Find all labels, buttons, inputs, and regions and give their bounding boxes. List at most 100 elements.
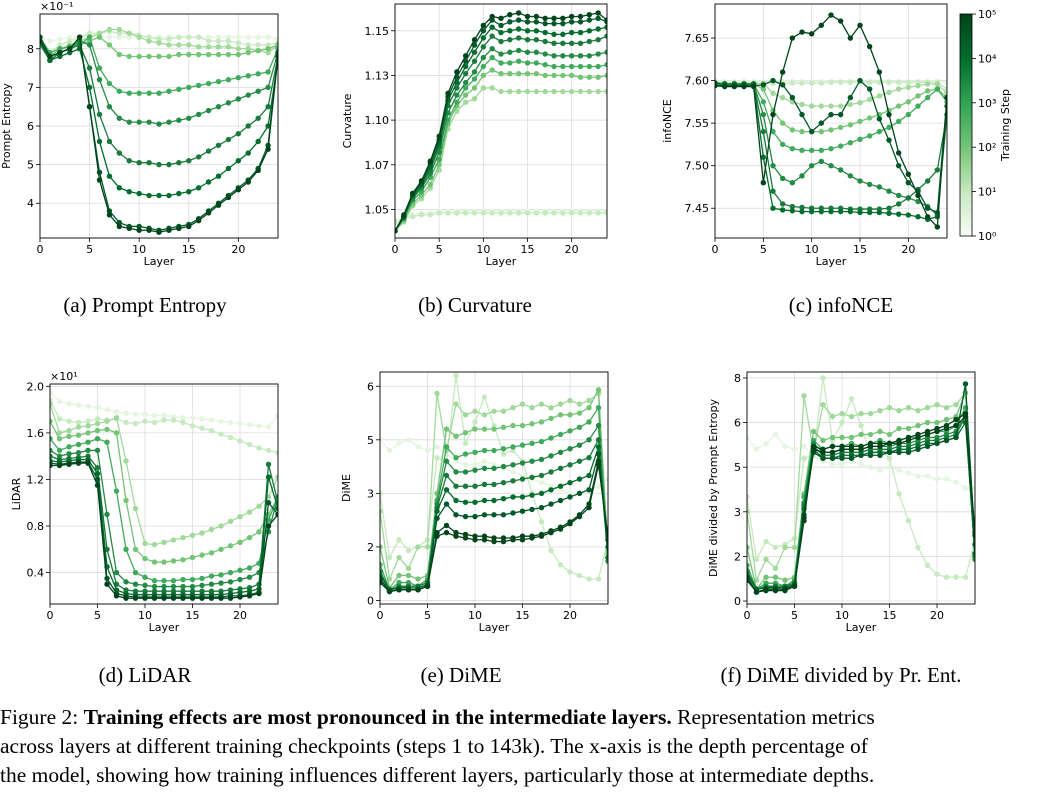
data-point: [772, 574, 779, 580]
data-point: [66, 444, 72, 450]
data-point: [255, 42, 261, 48]
data-point: [772, 544, 779, 551]
data-point: [218, 595, 224, 601]
data-point: [205, 38, 212, 44]
data-point: [567, 428, 573, 434]
data-point: [265, 424, 272, 430]
data-point: [161, 412, 167, 419]
data-point: [595, 51, 601, 57]
data-point: [905, 449, 912, 456]
data-point: [818, 147, 825, 154]
data-point: [568, 210, 575, 216]
colorbar-tick-label: 10²: [978, 141, 996, 154]
data-point: [604, 24, 607, 30]
colorbar-tick-label: 10⁴: [978, 52, 997, 65]
data-point: [604, 17, 607, 23]
xtick-label: 15: [883, 609, 897, 622]
data-point: [491, 497, 497, 504]
data-point: [237, 539, 243, 546]
data-point: [436, 210, 442, 216]
data-point: [829, 461, 836, 467]
data-point: [568, 53, 575, 59]
data-point: [498, 29, 504, 36]
data-point: [799, 128, 805, 135]
data-point: [828, 145, 834, 152]
data-point: [170, 583, 177, 590]
series-group: [715, 12, 947, 230]
data-point: [401, 212, 407, 218]
data-point: [199, 575, 205, 582]
data-point: [94, 416, 101, 422]
data-point: [548, 404, 554, 411]
data-point: [471, 85, 478, 91]
data-point: [548, 453, 554, 459]
chart-a: 0 5 10 15 20 4 5 6 7 8 Layer Prompt Entropy ×10⁻¹: [0, 0, 279, 268]
data-point: [180, 557, 186, 563]
data-point: [106, 34, 113, 40]
plot-frame: [394, 3, 608, 239]
series-group: [395, 10, 607, 234]
data-point: [876, 93, 883, 99]
data-point: [156, 229, 162, 235]
data-point: [829, 455, 836, 461]
data-point: [567, 479, 573, 486]
data-point: [789, 94, 796, 101]
data-point: [116, 34, 123, 40]
data-point: [146, 159, 152, 166]
data-point: [886, 79, 892, 85]
data-point: [189, 583, 196, 590]
data-point: [962, 574, 969, 580]
data-point: [146, 38, 152, 44]
data-point: [123, 497, 129, 504]
ytick-label: 7: [27, 81, 34, 94]
data-point: [763, 440, 769, 447]
data-point: [576, 572, 583, 579]
data-point: [205, 34, 212, 40]
data-point: [180, 534, 186, 541]
data-point: [50, 418, 53, 424]
data-point: [489, 67, 495, 73]
data-point: [905, 179, 912, 186]
data-point: [586, 576, 592, 582]
data-point: [491, 408, 497, 414]
data-point: [453, 469, 459, 475]
data-point: [453, 454, 459, 461]
data-point: [142, 574, 148, 580]
data-point: [256, 503, 262, 509]
xtick-label: 0: [37, 243, 44, 256]
x-axis-label: Layer: [149, 621, 180, 634]
data-point: [924, 473, 931, 479]
data-point: [915, 431, 921, 438]
data-point: [839, 443, 845, 450]
data-point: [595, 210, 601, 216]
data-point: [551, 53, 557, 59]
data-point: [161, 595, 167, 601]
data-point: [896, 437, 902, 444]
data-point: [265, 447, 272, 454]
series-group: [40, 26, 278, 235]
data-point: [510, 469, 516, 475]
data-point: [538, 401, 545, 407]
data-point: [760, 128, 767, 135]
data-point: [215, 103, 222, 110]
xtick-label: 20: [233, 609, 247, 622]
data-point: [548, 415, 554, 422]
data-point: [472, 537, 478, 543]
data-point: [770, 205, 776, 211]
data-point: [215, 78, 222, 85]
data-point: [443, 426, 450, 432]
data-point: [47, 38, 53, 44]
data-point: [760, 82, 767, 88]
data-point: [760, 111, 767, 118]
xtick-label: 5: [760, 243, 767, 256]
data-point: [225, 194, 232, 201]
data-point: [770, 188, 776, 194]
data-point: [524, 13, 531, 20]
data-point: [789, 35, 796, 41]
data-point: [142, 555, 148, 562]
data-point: [462, 513, 469, 520]
data-point: [779, 94, 786, 101]
x-axis-label: Layer: [144, 255, 175, 268]
plot-frame: [746, 371, 976, 605]
